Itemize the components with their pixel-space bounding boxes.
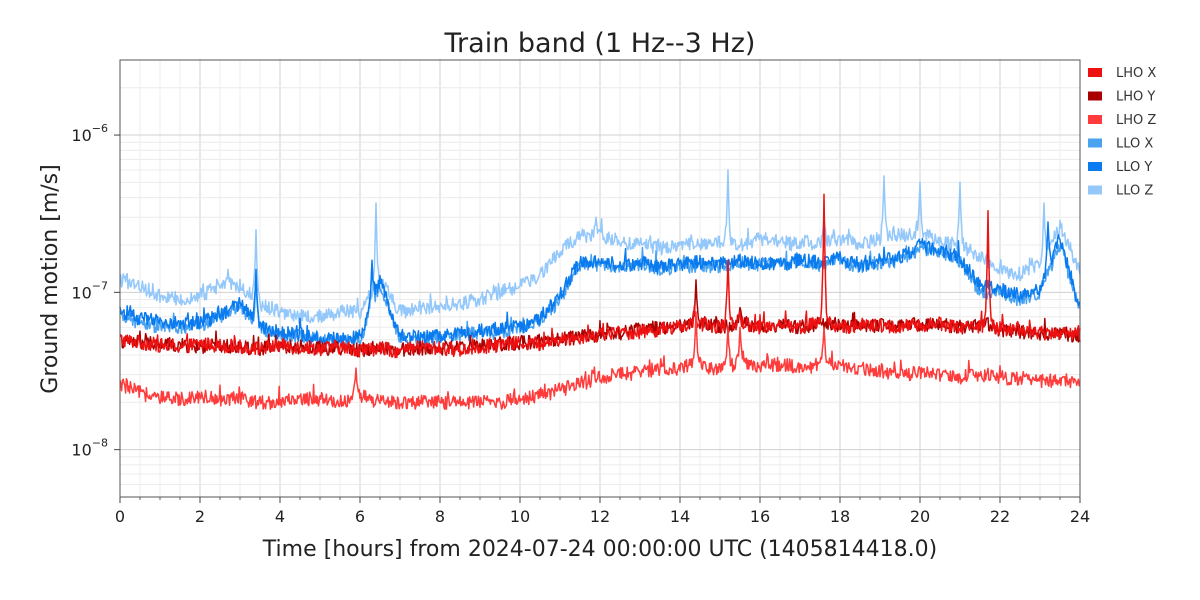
x-tick-label: 14 bbox=[670, 507, 690, 526]
y-tick-label: 10−8 bbox=[71, 437, 108, 460]
y-tick-label: 10−6 bbox=[71, 122, 108, 145]
x-tick-label: 10 bbox=[510, 507, 530, 526]
legend-swatch bbox=[1088, 68, 1102, 77]
legend-label: LHO Z bbox=[1116, 113, 1156, 128]
series-line-llo-z bbox=[119, 169, 1081, 325]
y-tick-label: 10−7 bbox=[71, 279, 108, 302]
x-axis-label: Time [hours] from 2024-07-24 00:00:00 UT… bbox=[262, 537, 937, 562]
x-tick-label: 0 bbox=[115, 507, 125, 526]
legend-swatch bbox=[1088, 91, 1102, 101]
legend-label: LHO X bbox=[1116, 66, 1156, 81]
legend-swatch bbox=[1088, 115, 1102, 124]
series-line-lho-x bbox=[119, 193, 1081, 359]
x-tick-label: 6 bbox=[355, 507, 365, 526]
legend-label: LHO Y bbox=[1116, 90, 1155, 105]
legend-swatch bbox=[1088, 162, 1102, 171]
chart-title: Train band (1 Hz--3 Hz) bbox=[444, 28, 756, 59]
series-line-llo-y bbox=[119, 221, 1081, 347]
x-tick-label: 8 bbox=[435, 507, 445, 526]
x-tick-label: 18 bbox=[830, 507, 850, 526]
x-tick-label: 2 bbox=[195, 507, 205, 526]
x-tick-label: 22 bbox=[990, 507, 1010, 526]
grid bbox=[119, 59, 1081, 498]
legend: LHO X LHO Y LHO Z LLO X LLO Y LLO Z bbox=[1088, 66, 1156, 199]
legend-label: LLO Z bbox=[1116, 184, 1153, 199]
y-axis-label: Ground motion [m/s] bbox=[38, 164, 63, 393]
legend-label: LLO Y bbox=[1116, 160, 1152, 175]
legend-swatch bbox=[1088, 185, 1102, 195]
x-tick-label: 4 bbox=[275, 507, 285, 526]
series-line-lho-z bbox=[119, 311, 1081, 410]
x-tick-label: 20 bbox=[910, 507, 930, 526]
x-tick-label: 12 bbox=[590, 507, 610, 526]
legend-swatch bbox=[1088, 138, 1102, 148]
x-tick-label: 16 bbox=[750, 507, 770, 526]
x-tick-label: 24 bbox=[1070, 507, 1090, 526]
series-layer bbox=[119, 169, 1081, 410]
legend-label: LLO X bbox=[1116, 137, 1153, 152]
